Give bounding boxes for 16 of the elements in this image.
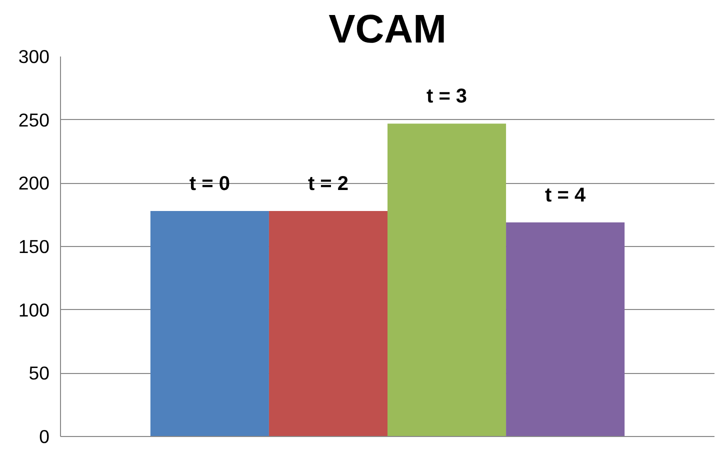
bar: [388, 124, 506, 436]
series-label: t = 3: [426, 86, 468, 108]
series-label: t = 4: [545, 184, 586, 206]
bar: [150, 211, 269, 436]
y-tick-label: 150: [18, 236, 50, 257]
y-tick-label: 250: [18, 109, 50, 130]
bar: [506, 222, 625, 436]
series-label: t = 2: [308, 173, 349, 196]
y-tick-label: 200: [18, 172, 50, 194]
series-label: t = 0: [189, 173, 230, 196]
y-tick-label: 300: [18, 46, 50, 67]
y-tick-label: 50: [28, 362, 50, 384]
y-tick-label: 0: [39, 426, 50, 447]
bar: [268, 211, 388, 436]
chart-title: VCAM: [328, 8, 446, 52]
y-tick-label: 100: [18, 299, 50, 320]
